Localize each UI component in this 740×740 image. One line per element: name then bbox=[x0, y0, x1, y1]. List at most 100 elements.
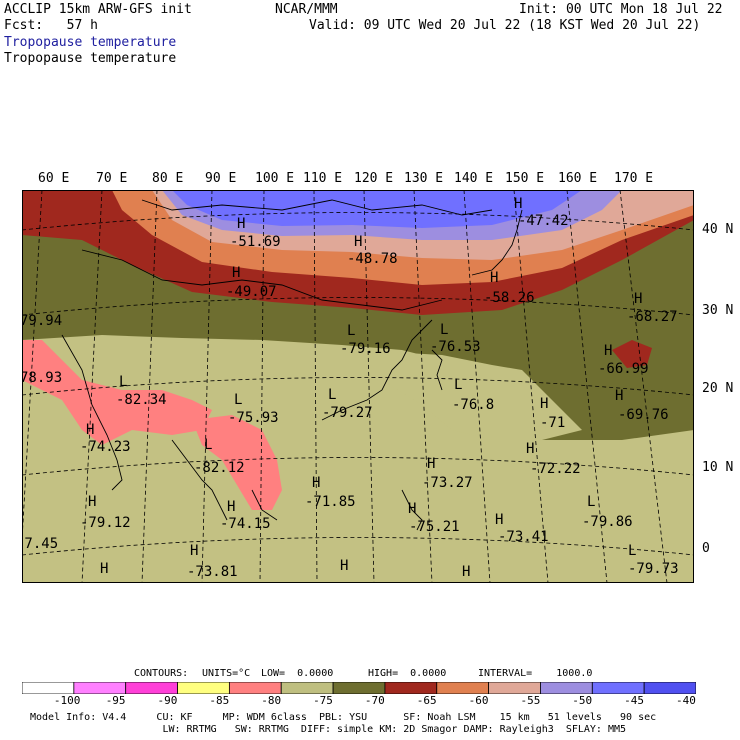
center-symbol: H bbox=[540, 396, 548, 412]
colorbar-tick-label: -60 bbox=[468, 694, 489, 707]
contours-interval: INTERVAL= 1000.0 bbox=[478, 668, 593, 679]
colorbar-tick-label: -85 bbox=[209, 694, 230, 707]
colorbar-swatch bbox=[384, 682, 438, 694]
field-salmon-india bbox=[22, 340, 212, 445]
coastlines bbox=[61, 199, 523, 531]
center-value: -58.26 bbox=[484, 290, 535, 306]
colorbar-swatch bbox=[643, 682, 696, 694]
colorbar-swatch bbox=[436, 682, 490, 694]
tropopause-temperature-map: H -47.42 H -51.69 H -48.78 H -49.07 H -5… bbox=[22, 190, 694, 583]
center-value: -82.12 bbox=[194, 460, 245, 476]
center-value: -75.21 bbox=[409, 519, 460, 535]
map-frame bbox=[22, 190, 694, 583]
contours-units: UNITS=°C bbox=[202, 668, 251, 679]
center-symbol: H bbox=[227, 499, 235, 515]
center-value: -74.15 bbox=[220, 516, 271, 532]
center-value: -73.81 bbox=[187, 564, 238, 580]
model-info-line1: Model Info: V4.4 CU: KF MP: WDM 6class P… bbox=[30, 712, 657, 723]
colorbar-swatch bbox=[228, 682, 282, 694]
lat-label: 10 N bbox=[702, 460, 734, 475]
colorbar-tick-label: -80 bbox=[261, 694, 282, 707]
center-value: 78.93 bbox=[22, 370, 62, 386]
lat-label: 20 N bbox=[702, 381, 734, 396]
lon-label: 120 E bbox=[354, 171, 394, 186]
center-value: -79.86 bbox=[582, 514, 633, 530]
center-symbol: L bbox=[234, 392, 242, 408]
colorbar-swatch bbox=[591, 682, 645, 694]
center-symbol: L bbox=[628, 543, 636, 559]
center-value: -71.85 bbox=[305, 494, 356, 510]
colorbar-swatch bbox=[73, 682, 127, 694]
colorbar-tick-label: -95 bbox=[105, 694, 126, 707]
colorbar-tick-label: -75 bbox=[313, 694, 333, 707]
lon-label: 70 E bbox=[96, 171, 128, 186]
field-red-patch bbox=[612, 340, 652, 368]
contours-label: CONTOURS: bbox=[134, 668, 189, 679]
center-symbol: H bbox=[312, 475, 320, 491]
center-symbol: L bbox=[454, 377, 462, 393]
lon-label: 150 E bbox=[505, 171, 545, 186]
center-symbol: H bbox=[462, 564, 470, 580]
center-symbol: H bbox=[490, 270, 498, 286]
colorbar-tick-label: -50 bbox=[572, 694, 593, 707]
center-value: -49.07 bbox=[226, 284, 277, 300]
center-value: -79.16 bbox=[340, 341, 391, 357]
lon-label: 90 E bbox=[205, 171, 237, 186]
colorbar-tick-label: -100 bbox=[53, 694, 81, 707]
valid-time: Valid: 09 UTC Wed 20 Jul 22 (18 KST Wed … bbox=[309, 18, 701, 33]
center-value: -73.27 bbox=[422, 475, 473, 491]
center-symbol: H bbox=[604, 343, 612, 359]
center-value: -69.76 bbox=[618, 407, 669, 423]
graticule bbox=[22, 190, 694, 583]
center-value: -48.78 bbox=[347, 251, 398, 267]
center-symbol: L bbox=[347, 323, 355, 339]
center-symbol: H bbox=[88, 494, 96, 510]
center-value: -47.42 bbox=[518, 213, 569, 229]
center-value: -73.41 bbox=[498, 529, 549, 545]
pressure-centers: H -47.42 H -51.69 H -48.78 H -49.07 H -5… bbox=[22, 196, 679, 580]
colorbar-swatch bbox=[177, 682, 230, 694]
center-value: -82.34 bbox=[116, 392, 167, 408]
center-value: -66.99 bbox=[598, 361, 649, 377]
center-value: -75.93 bbox=[228, 410, 279, 426]
center-symbol: H bbox=[427, 456, 435, 472]
contours-low: LOW= 0.0000 bbox=[261, 668, 334, 679]
center-symbol: H bbox=[237, 216, 245, 232]
center-value: -74.23 bbox=[80, 439, 131, 455]
center-value: -79.73 bbox=[628, 561, 679, 577]
colorbar-swatch bbox=[22, 682, 75, 694]
lon-label: 140 E bbox=[454, 171, 494, 186]
lon-label: 170 E bbox=[614, 171, 654, 186]
colorbar-swatch bbox=[540, 682, 593, 694]
lon-label: 160 E bbox=[558, 171, 598, 186]
center-symbol: H bbox=[495, 512, 503, 528]
lon-label: 60 E bbox=[38, 171, 70, 186]
lon-label: 130 E bbox=[404, 171, 444, 186]
center-symbol: H bbox=[354, 234, 362, 250]
center-value: -51.69 bbox=[230, 234, 281, 250]
center-symbol: H bbox=[526, 441, 534, 457]
center-symbol: H bbox=[100, 561, 108, 577]
center-value: 79.94 bbox=[22, 313, 62, 329]
colorbar-tick-label: -55 bbox=[520, 694, 541, 707]
colorbar-swatch bbox=[332, 682, 386, 694]
field-title-1: Tropopause temperature bbox=[4, 35, 177, 50]
colorbar-swatch bbox=[280, 682, 334, 694]
contours-high: HIGH= 0.0000 bbox=[368, 668, 447, 679]
center-value: -76.53 bbox=[430, 339, 481, 355]
field-pale-olive bbox=[22, 335, 694, 583]
colorbar-tick-label: -70 bbox=[364, 694, 385, 707]
colorbar-tick-label: -40 bbox=[676, 694, 696, 707]
center-symbol: H bbox=[190, 543, 198, 559]
colorbar bbox=[22, 682, 696, 694]
center-symbol: H bbox=[232, 265, 240, 281]
center-symbol: L bbox=[587, 494, 595, 510]
center-symbol: H bbox=[634, 291, 642, 307]
colorbar-swatch bbox=[125, 682, 178, 694]
center-symbol: H bbox=[615, 388, 623, 404]
center-symbol: H bbox=[86, 422, 94, 438]
lon-label: 110 E bbox=[303, 171, 343, 186]
center-symbol: H bbox=[340, 558, 348, 574]
lon-label: 80 E bbox=[152, 171, 184, 186]
center-symbol: L bbox=[440, 322, 448, 338]
